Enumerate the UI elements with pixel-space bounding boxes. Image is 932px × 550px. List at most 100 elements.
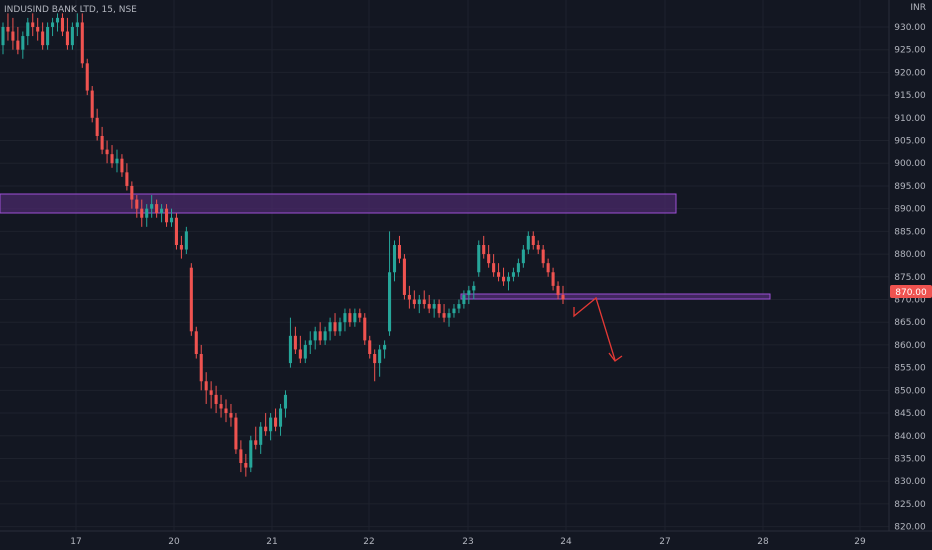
candle[interactable] xyxy=(298,335,302,364)
candle[interactable] xyxy=(239,440,243,473)
candle[interactable] xyxy=(546,258,550,277)
candle[interactable] xyxy=(6,13,10,41)
candle[interactable] xyxy=(497,263,501,282)
candle[interactable] xyxy=(278,403,283,436)
candle[interactable] xyxy=(199,344,203,391)
candle[interactable] xyxy=(531,231,535,250)
candle[interactable] xyxy=(85,58,89,96)
candle[interactable] xyxy=(204,372,208,404)
candle[interactable] xyxy=(259,422,263,454)
candle[interactable] xyxy=(457,299,461,314)
time-axis[interactable]: 17 20 21 22 23 24 27 28 29 xyxy=(70,537,866,547)
candle[interactable] xyxy=(283,390,288,418)
candle[interactable] xyxy=(60,13,65,37)
candle[interactable] xyxy=(105,140,109,164)
candle[interactable] xyxy=(487,244,491,268)
candle[interactable] xyxy=(31,13,35,37)
candle[interactable] xyxy=(21,31,25,59)
candle[interactable] xyxy=(125,163,129,191)
candles[interactable] xyxy=(1,13,565,477)
candle[interactable] xyxy=(11,17,15,50)
candle[interactable] xyxy=(402,254,406,300)
candle[interactable] xyxy=(115,149,119,173)
candle[interactable] xyxy=(95,108,99,141)
candle[interactable] xyxy=(417,294,421,314)
candle[interactable] xyxy=(343,308,347,332)
drawings[interactable] xyxy=(0,193,771,362)
candle[interactable] xyxy=(437,299,441,318)
candle[interactable] xyxy=(229,403,233,427)
candle[interactable] xyxy=(41,22,45,50)
candle[interactable] xyxy=(26,17,30,46)
candle[interactable] xyxy=(521,244,525,268)
candle[interactable] xyxy=(526,231,530,255)
candle[interactable] xyxy=(1,22,5,55)
candle[interactable] xyxy=(338,317,342,336)
candle[interactable] xyxy=(140,199,144,227)
candle[interactable] xyxy=(214,385,218,414)
candle[interactable] xyxy=(422,290,426,309)
candle[interactable] xyxy=(269,413,273,441)
candle[interactable] xyxy=(397,235,401,264)
candle[interactable] xyxy=(506,272,511,291)
candle[interactable] xyxy=(145,204,149,227)
projection-arrow[interactable] xyxy=(573,296,616,361)
candle[interactable] xyxy=(209,381,213,409)
candle[interactable] xyxy=(65,17,69,50)
candle[interactable] xyxy=(155,199,159,218)
candle[interactable] xyxy=(388,231,392,336)
candle[interactable] xyxy=(472,281,476,300)
candle[interactable] xyxy=(254,426,258,450)
candle[interactable] xyxy=(169,208,174,227)
candle[interactable] xyxy=(120,154,124,177)
candle[interactable] xyxy=(90,86,94,123)
candle[interactable] xyxy=(224,399,228,423)
candle[interactable] xyxy=(383,340,387,359)
candle[interactable] xyxy=(100,126,104,155)
candle[interactable] xyxy=(274,408,278,432)
candle[interactable] xyxy=(501,267,506,286)
candle[interactable] xyxy=(234,413,238,454)
candle[interactable] xyxy=(511,267,515,282)
candle[interactable] xyxy=(249,435,253,473)
candle[interactable] xyxy=(541,244,545,268)
candle[interactable] xyxy=(313,326,317,350)
candle[interactable] xyxy=(179,235,183,259)
candle[interactable] xyxy=(264,413,268,436)
candle[interactable] xyxy=(110,145,114,168)
candle[interactable] xyxy=(46,22,50,50)
candle[interactable] xyxy=(348,308,352,327)
candle[interactable] xyxy=(16,26,20,55)
candle[interactable] xyxy=(323,326,327,345)
candle[interactable] xyxy=(308,331,312,355)
candle[interactable] xyxy=(55,13,60,32)
candle[interactable] xyxy=(477,240,481,277)
candle[interactable] xyxy=(392,240,397,282)
candle[interactable] xyxy=(447,308,451,327)
candle[interactable] xyxy=(318,322,322,345)
candle[interactable] xyxy=(412,290,416,309)
candle[interactable] xyxy=(551,267,555,291)
candle[interactable] xyxy=(373,349,377,382)
candle[interactable] xyxy=(80,13,84,68)
candle[interactable] xyxy=(427,294,431,314)
candle[interactable] xyxy=(482,235,486,259)
candle[interactable] xyxy=(184,226,188,255)
candle[interactable] xyxy=(492,254,496,277)
candle[interactable] xyxy=(407,285,411,309)
candle[interactable] xyxy=(536,240,540,255)
candle[interactable] xyxy=(288,317,292,368)
candle[interactable] xyxy=(556,281,560,300)
candle[interactable] xyxy=(130,181,134,209)
candle[interactable] xyxy=(150,195,154,218)
candle[interactable] xyxy=(244,453,248,477)
candle[interactable] xyxy=(378,344,382,377)
candle[interactable] xyxy=(293,326,297,355)
candle[interactable] xyxy=(358,308,362,323)
candle[interactable] xyxy=(70,22,74,50)
candle[interactable] xyxy=(36,17,40,41)
candle[interactable] xyxy=(353,308,357,327)
candle[interactable] xyxy=(219,394,223,418)
candle[interactable] xyxy=(442,304,446,323)
